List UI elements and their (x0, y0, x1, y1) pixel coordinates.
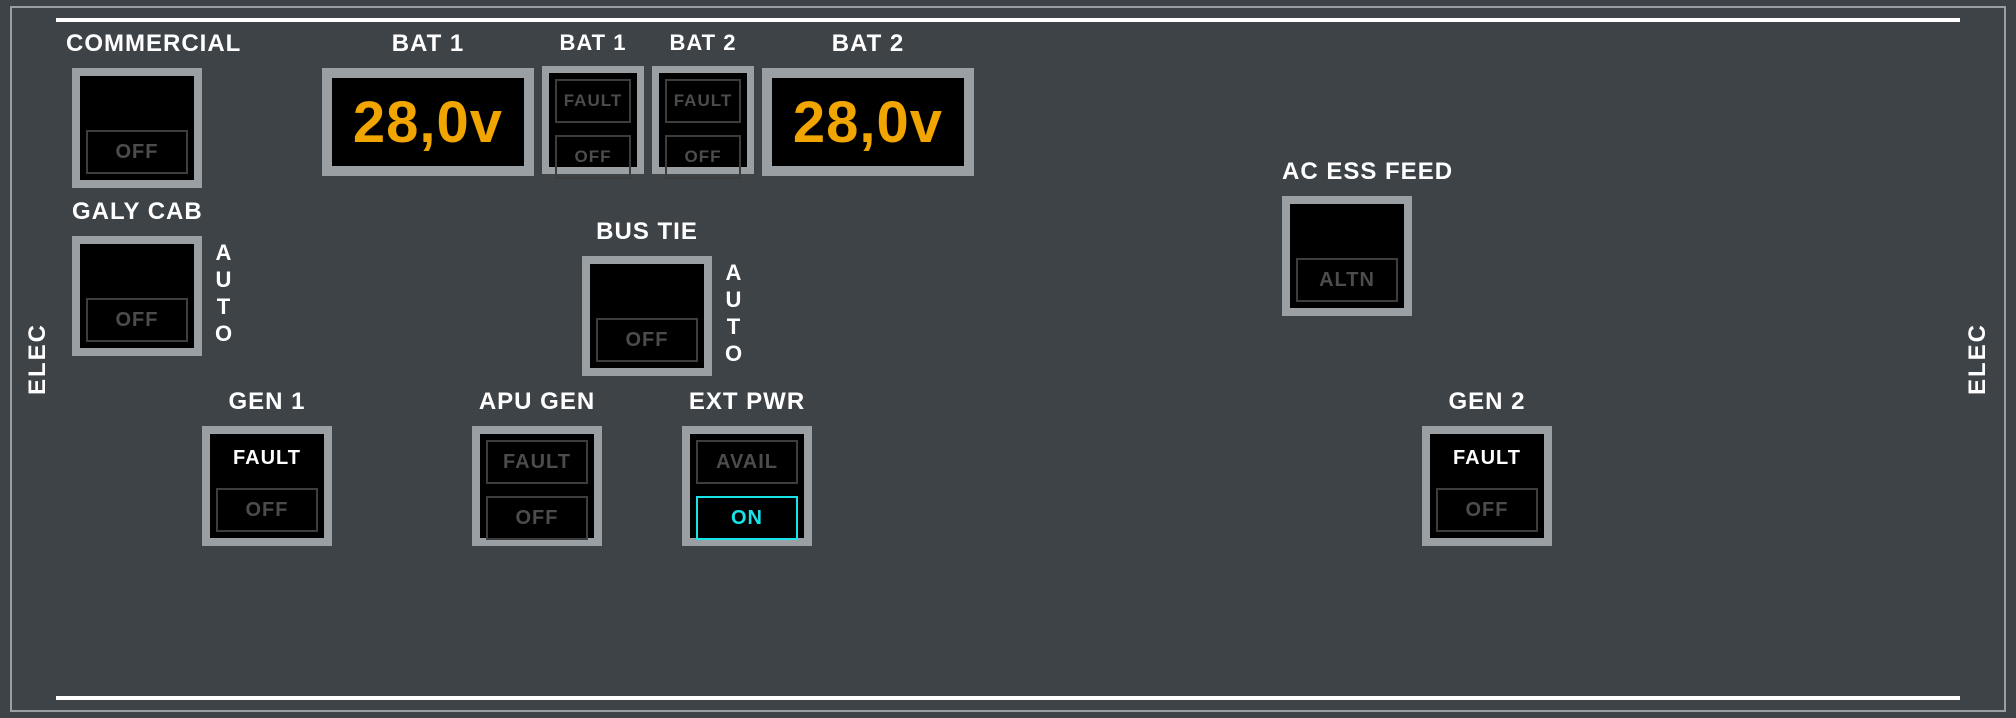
bat2-display-label: BAT 2 (762, 30, 974, 58)
bus-tie-button[interactable]: OFF (582, 256, 712, 376)
bus-tie-off-legend: OFF (596, 318, 698, 362)
bat2-voltage-display: 28,0v (762, 68, 974, 176)
bat1-fault-legend: FAULT (555, 79, 631, 123)
galy-cab-group: GALY CAB OFF AUTO (72, 198, 203, 356)
panel-bottom-rule (56, 696, 1960, 700)
panel-top-rule (56, 18, 1960, 22)
bat2-switch-label: BAT 2 (652, 30, 754, 56)
galy-cab-off-legend: OFF (86, 298, 188, 342)
gen2-button[interactable]: FAULT OFF (1422, 426, 1552, 546)
ac-ess-feed-altn-legend: ALTN (1296, 258, 1398, 302)
gen2-label: GEN 2 (1422, 388, 1552, 416)
ac-ess-feed-button[interactable]: ALTN (1282, 196, 1412, 316)
bat1-switch-group: BAT 1 FAULT OFF (542, 30, 644, 174)
ext-pwr-label: EXT PWR (682, 388, 812, 416)
panel-label-right: ELEC (1964, 323, 1992, 395)
bus-tie-group: BUS TIE OFF AUTO (582, 218, 712, 376)
bat2-voltage-value: 28,0v (793, 89, 943, 156)
gen1-label: GEN 1 (202, 388, 332, 416)
bat1-button[interactable]: FAULT OFF (542, 66, 644, 174)
elec-panel: ELEC ELEC COMMERCIAL OFF GALY CAB OFF AU… (10, 6, 2006, 712)
apu-gen-fault-legend: FAULT (486, 440, 588, 484)
ext-pwr-group: EXT PWR AVAIL ON (682, 388, 812, 546)
bat2-button[interactable]: FAULT OFF (652, 66, 754, 174)
apu-gen-button[interactable]: FAULT OFF (472, 426, 602, 546)
bat1-display-group: BAT 1 28,0v (322, 30, 534, 176)
bat1-display-label: BAT 1 (322, 30, 534, 58)
bat1-voltage-display: 28,0v (322, 68, 534, 176)
bat1-switch-label: BAT 1 (542, 30, 644, 56)
galy-cab-auto-label: AUTO (210, 240, 236, 348)
gen1-off-legend: OFF (216, 488, 318, 532)
galy-cab-label: GALY CAB (72, 198, 203, 226)
ext-pwr-avail-legend: AVAIL (696, 440, 798, 484)
ext-pwr-on-legend: ON (696, 496, 798, 540)
commercial-label: COMMERCIAL (66, 30, 241, 58)
gen2-fault-legend: FAULT (1430, 434, 1544, 482)
bus-tie-auto-label: AUTO (720, 260, 746, 368)
commercial-button[interactable]: OFF (72, 68, 202, 188)
apu-gen-off-legend: OFF (486, 496, 588, 540)
bus-tie-label: BUS TIE (582, 218, 712, 246)
gen2-group: GEN 2 FAULT OFF (1422, 388, 1552, 546)
bat2-display-group: BAT 2 28,0v (762, 30, 974, 176)
ac-ess-feed-group: AC ESS FEED ALTN (1282, 158, 1453, 316)
bat2-switch-group: BAT 2 FAULT OFF (652, 30, 754, 174)
ext-pwr-button[interactable]: AVAIL ON (682, 426, 812, 546)
gen1-fault-legend: FAULT (210, 434, 324, 482)
gen1-group: GEN 1 FAULT OFF (202, 388, 332, 546)
galy-cab-button[interactable]: OFF (72, 236, 202, 356)
apu-gen-group: APU GEN FAULT OFF (472, 388, 602, 546)
commercial-off-legend: OFF (86, 130, 188, 174)
bat2-off-legend: OFF (665, 135, 741, 179)
gen1-button[interactable]: FAULT OFF (202, 426, 332, 546)
ac-ess-feed-label: AC ESS FEED (1282, 158, 1453, 186)
bat2-fault-legend: FAULT (665, 79, 741, 123)
bat1-voltage-value: 28,0v (353, 89, 503, 156)
gen2-off-legend: OFF (1436, 488, 1538, 532)
panel-label-left: ELEC (24, 323, 52, 395)
commercial-group: COMMERCIAL OFF (72, 30, 241, 188)
apu-gen-label: APU GEN (472, 388, 602, 416)
bat1-off-legend: OFF (555, 135, 631, 179)
